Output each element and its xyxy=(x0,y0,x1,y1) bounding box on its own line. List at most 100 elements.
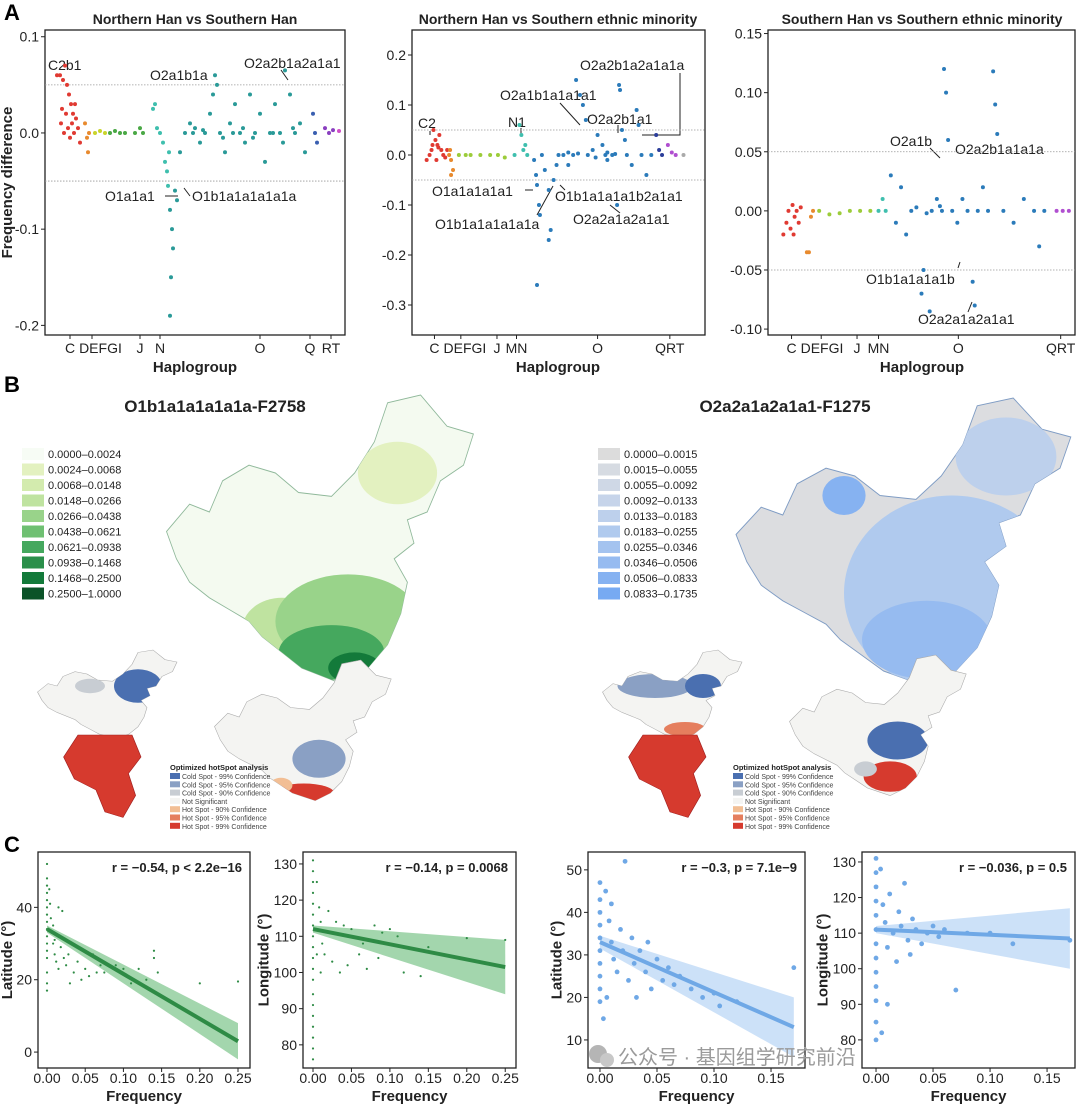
plot-north-han-vs-south-han: Northern Han vs Southern Han Haplogroup … xyxy=(0,11,346,376)
data-point-o xyxy=(622,138,627,142)
hotspot-legend-label: Hot Spot - 90% Confidence xyxy=(182,807,267,814)
data-point-o xyxy=(551,178,556,182)
data-point xyxy=(873,870,879,876)
data-point-mn xyxy=(519,133,524,137)
data-point-d xyxy=(83,121,87,126)
data-point xyxy=(311,956,315,960)
data-point-o xyxy=(231,130,235,135)
x-tick-label: MN xyxy=(506,340,528,356)
hotspot-legend-label: Not Significant xyxy=(182,799,227,806)
legend-swatch xyxy=(733,781,743,788)
data-point xyxy=(80,978,83,981)
y-tick-label: 0.1 xyxy=(20,29,40,45)
data-point xyxy=(350,927,353,931)
data-point-qrt xyxy=(1054,208,1059,213)
legend-label: 0.0133–0.0183 xyxy=(624,511,697,523)
hotspot-legend-label: Hot Spot - 90% Confidence xyxy=(745,807,830,814)
plot-frame xyxy=(767,29,1076,336)
data-point-d xyxy=(87,130,91,135)
data-point-o xyxy=(238,130,242,135)
y-tick-label: 30 xyxy=(566,947,582,963)
data-point xyxy=(365,967,368,970)
data-point xyxy=(137,967,140,970)
data-point xyxy=(626,978,631,983)
x-tick-label: RT xyxy=(322,340,341,356)
plot-area: 10 20 30 40 50 0.00 0.05 0.10 0.15 r = −0.3, p = … xyxy=(548,851,806,1104)
data-point xyxy=(45,920,49,923)
plot-area: 0 20 40 0.00 0.05 0.10 0.15 0.20 0.25 r = −0.54, … xyxy=(0,851,252,1104)
data-point-r xyxy=(673,153,678,157)
data-point-efgij xyxy=(478,153,483,157)
x-tick-label: 0.00 xyxy=(586,1070,613,1086)
legend-swatch xyxy=(22,525,44,538)
data-point-o xyxy=(583,118,588,122)
wechat-icon xyxy=(589,1045,614,1067)
data-point xyxy=(45,884,49,887)
data-point xyxy=(52,924,55,927)
data-point-mn xyxy=(883,208,888,213)
confidence-band xyxy=(599,935,794,1057)
data-point xyxy=(654,956,660,962)
data-point xyxy=(597,909,603,915)
legend-swatch xyxy=(170,806,180,813)
data-point-q xyxy=(313,130,317,135)
data-point-o xyxy=(532,158,537,162)
data-point xyxy=(311,1036,315,1039)
data-point-o xyxy=(1042,208,1047,213)
plot-frame xyxy=(587,851,806,1069)
data-point-o xyxy=(580,103,585,107)
data-point xyxy=(156,971,159,974)
legend-swatch xyxy=(598,463,620,476)
data-point-d xyxy=(449,173,454,177)
data-point xyxy=(419,975,422,978)
data-point xyxy=(465,937,468,940)
data-point-o xyxy=(995,132,1000,137)
legend-label: 0.0346–0.0506 xyxy=(624,558,697,570)
y-tick-label: -0.1 xyxy=(382,197,406,213)
data-point-o xyxy=(566,150,571,155)
data-point-d xyxy=(811,208,816,213)
regression-line xyxy=(599,940,795,1030)
hotspot-legend-label: Cold Spot - 90% Confidence xyxy=(745,791,833,798)
data-point-o xyxy=(644,173,649,177)
data-point xyxy=(145,978,148,981)
x-tick-label: J xyxy=(854,340,861,356)
data-point-c xyxy=(788,226,793,231)
x-axis-label: Haplogroup xyxy=(880,359,964,376)
data-point xyxy=(608,939,614,945)
y-tick-label: 40 xyxy=(566,904,582,920)
data-point xyxy=(152,949,156,952)
x-tick-label: 0.10 xyxy=(700,1070,727,1086)
data-point xyxy=(597,880,603,886)
data-point xyxy=(45,906,49,909)
data-point xyxy=(152,956,156,960)
legend-swatch xyxy=(733,773,743,779)
legend-label: 0.0438–0.0621 xyxy=(48,527,121,539)
data-point-c xyxy=(55,73,59,78)
legend-label: 0.0833–0.1735 xyxy=(624,589,697,601)
data-point-o xyxy=(921,267,926,272)
hotspot-inset-asia xyxy=(601,649,743,819)
data-point-o xyxy=(215,82,219,87)
x-tick-label: 0.25 xyxy=(492,1070,519,1086)
leader-lines xyxy=(929,147,973,313)
data-point-q xyxy=(657,148,662,152)
data-point xyxy=(873,998,879,1004)
data-point xyxy=(597,935,603,941)
data-point xyxy=(84,967,87,970)
data-point-o xyxy=(939,208,944,213)
x-tick-label: DEFGI xyxy=(79,340,122,356)
plot-o1b-latitude: 0 20 40 0.00 0.05 0.10 0.15 0.20 0.25 r = −0.54, … xyxy=(0,851,252,1104)
hotspot-legend-label: Hot Spot - 95% Confidence xyxy=(182,816,267,823)
x-tick-label: C xyxy=(786,340,796,356)
data-point-o xyxy=(944,90,949,95)
legend-label: 0.0148–0.0266 xyxy=(48,496,121,508)
leader-lines xyxy=(165,69,289,197)
data-point xyxy=(879,1030,885,1036)
data-point-c xyxy=(437,133,442,137)
x-axis-label: Haplogroup xyxy=(516,359,600,376)
legend-swatch xyxy=(22,463,44,476)
data-point-c xyxy=(67,92,71,97)
y-tick-label: 0.05 xyxy=(735,144,762,160)
legend-label: 0.0506–0.0833 xyxy=(624,573,697,585)
